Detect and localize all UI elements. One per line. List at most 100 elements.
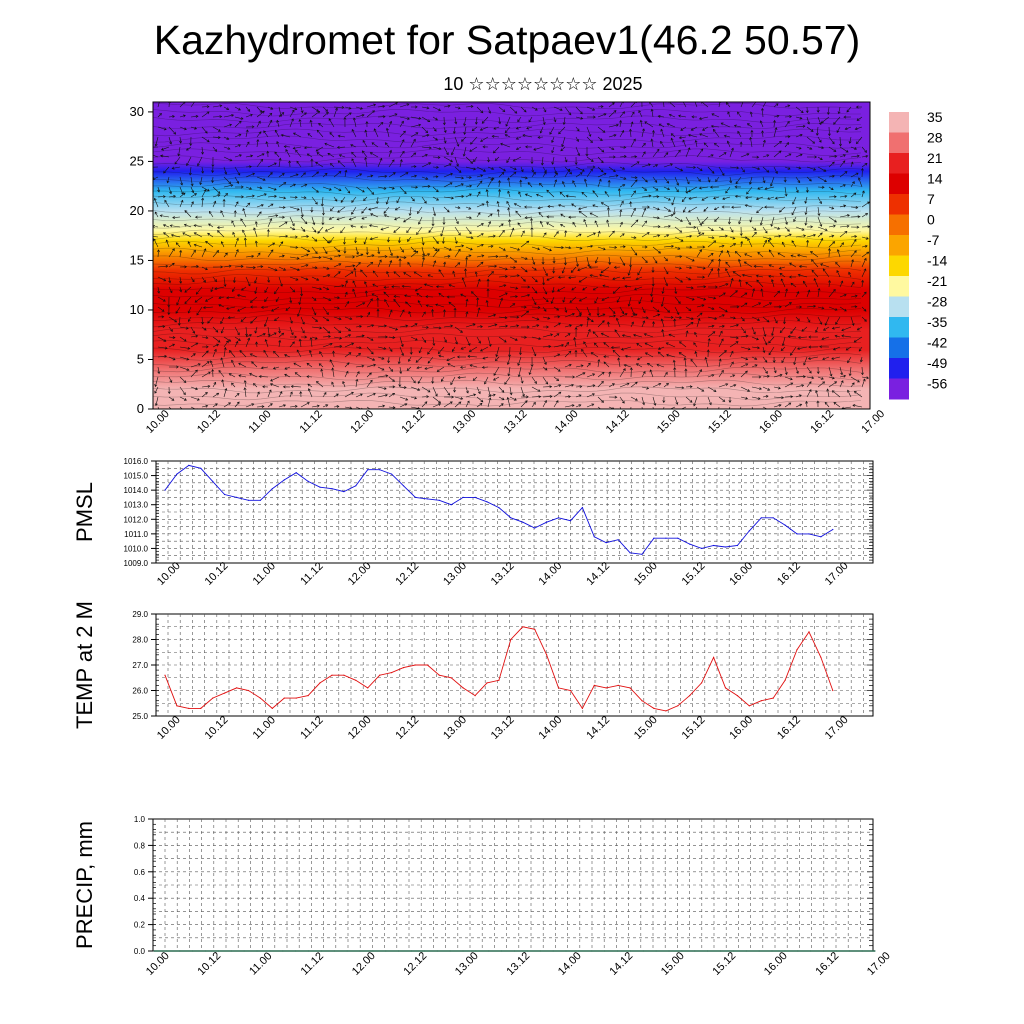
wind-arrow <box>597 380 604 388</box>
wind-arrow <box>682 102 687 108</box>
wind-arrow <box>399 336 404 348</box>
data-point <box>475 950 477 952</box>
wind-arrow <box>850 146 858 150</box>
wind-arrow <box>721 205 730 209</box>
wind-arrow <box>858 346 863 352</box>
wind-arrow <box>236 294 247 298</box>
wind-arrow <box>300 196 307 200</box>
wind-arrow <box>153 146 159 148</box>
wind-arrow <box>278 332 285 338</box>
wind-arrow <box>329 132 335 138</box>
series-points <box>164 626 834 712</box>
wind-arrow <box>197 156 203 167</box>
wind-arrow <box>465 206 472 210</box>
wind-arrow <box>663 234 670 238</box>
wind-arrow <box>582 286 588 291</box>
wind-arrow <box>385 196 390 205</box>
data-point <box>581 707 584 710</box>
wind-arrow <box>663 383 669 388</box>
wind-arrow <box>608 134 617 138</box>
wind-arrow <box>289 183 296 188</box>
wind-arrow <box>581 191 588 198</box>
x-tick-label: 10.00 <box>144 950 172 978</box>
wind-arrow <box>487 220 491 228</box>
wind-arrow <box>762 154 770 158</box>
wind-arrow <box>707 396 712 406</box>
wind-arrow <box>788 275 796 279</box>
wind-arrow <box>564 404 575 408</box>
data-point <box>642 950 644 952</box>
wind-arrow <box>388 255 400 259</box>
x-tick-label: 13.12 <box>489 714 517 742</box>
wind-arrow <box>296 160 302 168</box>
wind-arrow <box>762 166 770 173</box>
wind-arrow <box>509 246 521 251</box>
x-tick-label: 15.00 <box>659 950 687 978</box>
wind-arrow <box>454 116 458 125</box>
data-point <box>510 638 512 641</box>
contour-line <box>153 122 862 129</box>
wind-arrow <box>201 105 210 109</box>
wind-arrow <box>485 200 489 208</box>
wind-arrow <box>300 206 304 218</box>
wind-arrow <box>355 378 359 388</box>
wind-arrow <box>601 296 610 301</box>
wind-arrow <box>280 133 291 138</box>
wind-arrow <box>707 386 717 392</box>
wind-arrow <box>333 271 341 278</box>
wind-arrow <box>229 350 236 358</box>
data-point <box>748 705 750 707</box>
wind-arrow <box>498 171 505 178</box>
x-tick-label: 16.12 <box>813 950 841 978</box>
wind-arrow <box>828 241 836 248</box>
wind-arrow <box>608 383 615 388</box>
wind-arrow <box>790 282 797 288</box>
wind-arrow <box>861 251 870 258</box>
data-point <box>488 950 490 952</box>
wind-arrow <box>768 346 775 356</box>
data-point <box>874 950 876 952</box>
wind-arrow <box>504 134 511 138</box>
wind-arrow <box>399 396 409 401</box>
wind-arrow <box>553 172 559 178</box>
wind-arrow <box>321 216 325 226</box>
wind-arrow <box>242 208 247 218</box>
wind-arrow <box>795 234 807 238</box>
wind-arrow <box>471 126 478 132</box>
wind-arrow <box>720 122 731 128</box>
data-point <box>641 553 643 555</box>
wind-arrow <box>443 386 451 396</box>
data-point <box>295 472 297 474</box>
wind-arrow <box>167 306 171 316</box>
wind-arrow <box>190 326 195 334</box>
x-tick-label: 12.00 <box>346 560 374 588</box>
wind-arrow <box>563 256 567 266</box>
wind-arrow <box>729 374 736 378</box>
wind-arrow <box>168 396 175 401</box>
data-point <box>832 689 834 692</box>
wind-arrow <box>817 226 828 232</box>
wind-arrow <box>597 146 605 153</box>
wind-arrow <box>750 129 754 138</box>
data-point <box>212 697 214 699</box>
wind-arrow <box>289 286 296 293</box>
wind-arrow <box>454 206 461 210</box>
y-tick-label: 1009.0 <box>124 559 149 568</box>
wind-arrow <box>195 286 203 295</box>
wind-arrow <box>542 286 548 295</box>
wind-arrow <box>674 266 682 270</box>
wind-arrow <box>784 233 792 238</box>
wind-arrow <box>506 156 511 164</box>
wind-arrow <box>773 150 782 158</box>
wind-arrow <box>207 316 214 324</box>
wind-arrow <box>651 321 655 328</box>
wind-arrow <box>175 242 181 248</box>
wind-arrow <box>245 141 250 148</box>
wind-arrow <box>608 166 616 173</box>
heatmap-y-tick-label: 30 <box>130 104 144 119</box>
wind-arrow <box>619 306 624 315</box>
wind-arrow <box>212 326 219 333</box>
wind-arrow <box>366 363 377 368</box>
wind-arrow <box>861 376 870 380</box>
y-tick-label: 1014.0 <box>124 486 149 495</box>
